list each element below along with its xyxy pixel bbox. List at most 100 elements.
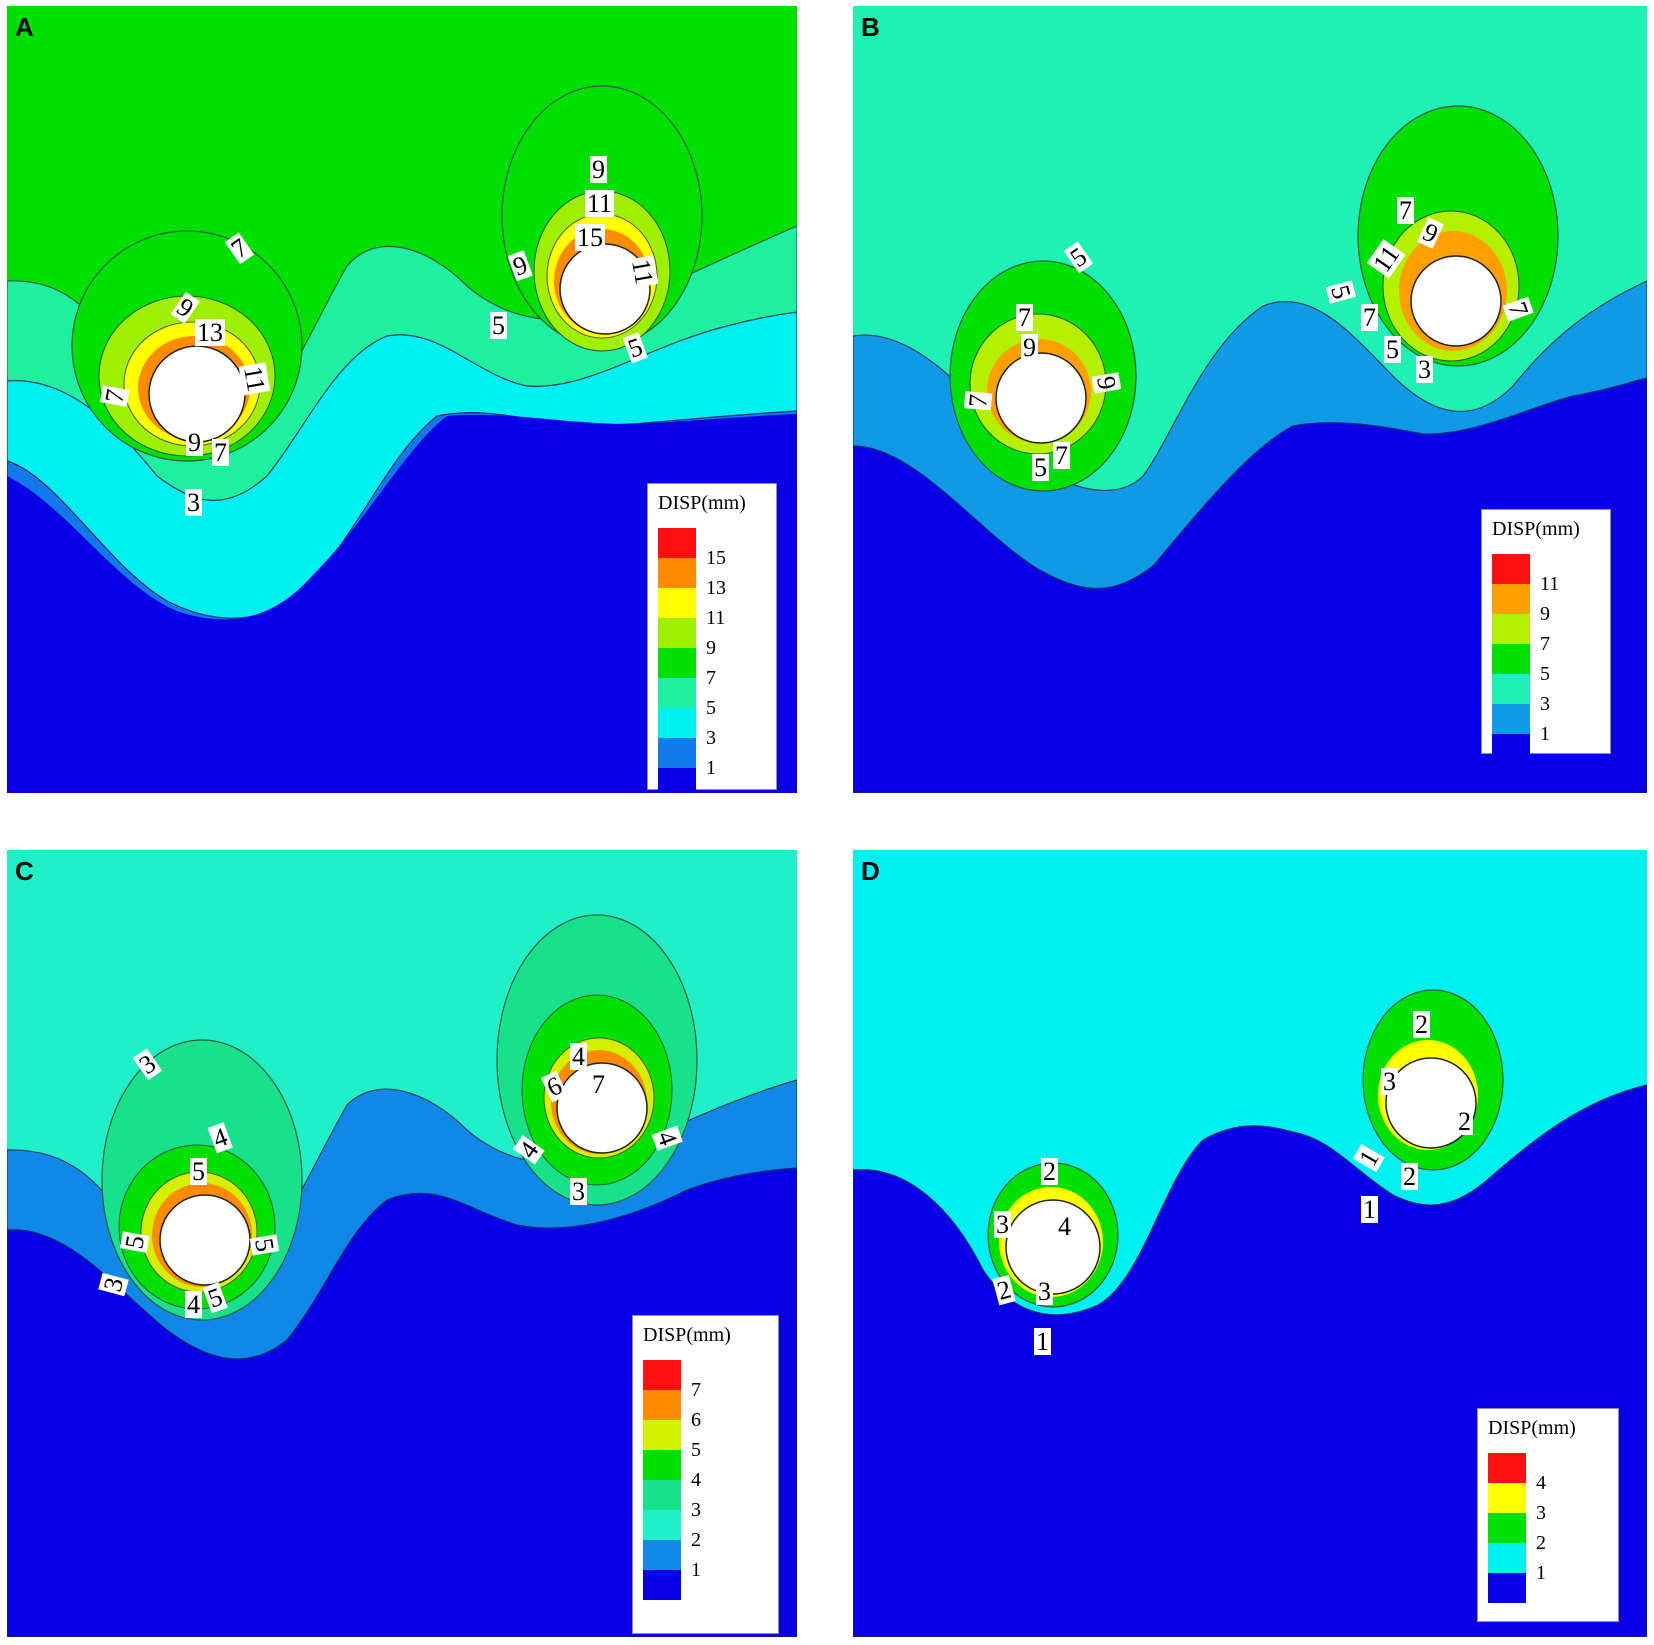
contour-label-box: [185, 489, 202, 516]
tunnel-left: [995, 352, 1087, 444]
contour-label-box: [575, 224, 605, 251]
legend-row: 5: [643, 1420, 763, 1461]
contour-panel-b: 5 7 9 9 7 5 7 7 9 11 5 7 7 5 3 B DISP(mm…: [853, 6, 1647, 793]
tunnel-right: [1385, 1057, 1477, 1149]
legend-swatch: [1488, 1483, 1526, 1513]
legend-label: 7: [691, 1379, 701, 1401]
contour-label: 3: [1418, 355, 1431, 384]
contour-label-box: [1063, 241, 1094, 274]
contour-label: 15: [577, 223, 603, 252]
legend-swatch: [643, 1540, 681, 1570]
contour-label: 2: [1043, 1157, 1056, 1186]
contour-label: 11: [626, 257, 659, 287]
contour-label-box: [249, 1234, 280, 1256]
legend-swatch: [658, 588, 696, 618]
contour-label: 7: [1363, 303, 1376, 332]
legend-label: 13: [706, 577, 726, 599]
legend-swatch: [658, 738, 696, 768]
contour-label-box: [170, 291, 200, 324]
contour-label-box: [98, 1272, 129, 1297]
legend-swatch: [1488, 1453, 1526, 1483]
contour-label-box: [1397, 197, 1414, 224]
legend-row: 5: [658, 678, 778, 719]
legend-swatch: [1492, 554, 1530, 584]
band-1-3: [853, 377, 1647, 793]
contour-labels-a: 7 9 13 11 7 9 7 3 9 11 15 9 11 5 5: [99, 155, 659, 517]
legend-row: 4: [643, 1450, 763, 1491]
contour-label-box: [651, 1125, 683, 1151]
legend-row: 1: [658, 738, 778, 779]
legend-label: 1: [706, 757, 716, 779]
contour-label-box: [1325, 280, 1357, 304]
contour-label: 7: [592, 1070, 605, 1099]
tunnel-right: [1410, 255, 1502, 347]
contour-label: 3: [1038, 1277, 1051, 1306]
contour-label-box: [1036, 1278, 1053, 1305]
contour-label: 11: [587, 189, 612, 218]
contour-label-box: [1091, 372, 1122, 394]
legend-label: 7: [706, 667, 716, 689]
contour-label: 9: [1023, 333, 1036, 362]
legend-label: 5: [691, 1439, 701, 1461]
legend-row: 1: [1492, 704, 1612, 745]
contour-labels-d: 2 3 4 2 3 1 2 3 2 1 2 1: [992, 1010, 1473, 1356]
legend-row: 3: [1492, 674, 1612, 715]
contour-label-box: [99, 385, 130, 407]
contour-label-box: [622, 332, 648, 364]
contour-label-box: [1361, 304, 1378, 331]
contour-label: 13: [197, 318, 223, 347]
legend-swatch: [658, 528, 696, 558]
contour-label-box: [1502, 296, 1534, 322]
legend-row: 2: [1488, 1513, 1608, 1554]
contour-label: 3: [1383, 1067, 1396, 1096]
legend-label: 9: [1540, 603, 1550, 625]
legend-row: 9: [658, 618, 778, 659]
legend-label: 3: [691, 1499, 701, 1521]
contour-label-box: [1416, 356, 1433, 383]
contour-label-box: [585, 190, 615, 217]
contour-label: 9: [592, 155, 605, 184]
legend-row: 11: [1492, 554, 1612, 595]
contour-label-box: [1032, 454, 1049, 481]
legend: DISP(mm) 15 13 11 9 7 5 3 1: [647, 483, 778, 793]
legend-label: 5: [706, 697, 716, 719]
contour-label-box: [590, 1071, 607, 1098]
contour-label-box: [1413, 1011, 1430, 1038]
contour-label-box: [1016, 304, 1033, 331]
contour-label-box: [1034, 1328, 1051, 1355]
contour-label-box: [190, 1158, 207, 1185]
contour-label: 2: [1403, 1162, 1416, 1191]
legend-label: 4: [691, 1469, 701, 1491]
contour-label: 7: [963, 393, 993, 408]
contour-label-box: [1361, 1196, 1378, 1223]
legend-swatch: [1492, 734, 1530, 764]
legend-swatch: [1492, 614, 1530, 644]
contour-label: 9: [1091, 374, 1122, 392]
legend-label: 1: [691, 1559, 701, 1581]
contour-label: 7: [1055, 441, 1068, 470]
legend-swatch: [658, 678, 696, 708]
legend-label: 11: [1540, 573, 1560, 595]
legend-row: [1492, 734, 1612, 764]
legend-label: 2: [691, 1529, 701, 1551]
contour-label: 5: [492, 311, 505, 340]
legend-title: DISP(mm): [643, 1324, 731, 1346]
legend-swatch: [1488, 1573, 1526, 1603]
panel-letter: B: [861, 12, 880, 42]
contour-label: 2: [1415, 1010, 1428, 1039]
legend-swatch: [1492, 674, 1530, 704]
tunnel-right: [559, 243, 651, 335]
contour-label: 4: [187, 1290, 200, 1319]
contour-labels-c: 3 4 5 5 5 3 4 5 4 6 7 4 4 3: [98, 1042, 683, 1319]
legend-row: 1: [1488, 1543, 1608, 1584]
legend-label: 3: [706, 727, 716, 749]
contour-label-box: [1401, 1163, 1418, 1190]
contour-label: 5: [249, 1236, 280, 1254]
contour-label-box: [119, 1231, 150, 1253]
legend: DISP(mm) 4 3 2 1: [1477, 1408, 1619, 1622]
legend-swatch: [658, 768, 696, 793]
legend-row: 3: [1488, 1483, 1608, 1524]
legend-row: [643, 1570, 763, 1600]
tunnel-right: [556, 1062, 648, 1154]
legend-label: 6: [691, 1409, 701, 1431]
